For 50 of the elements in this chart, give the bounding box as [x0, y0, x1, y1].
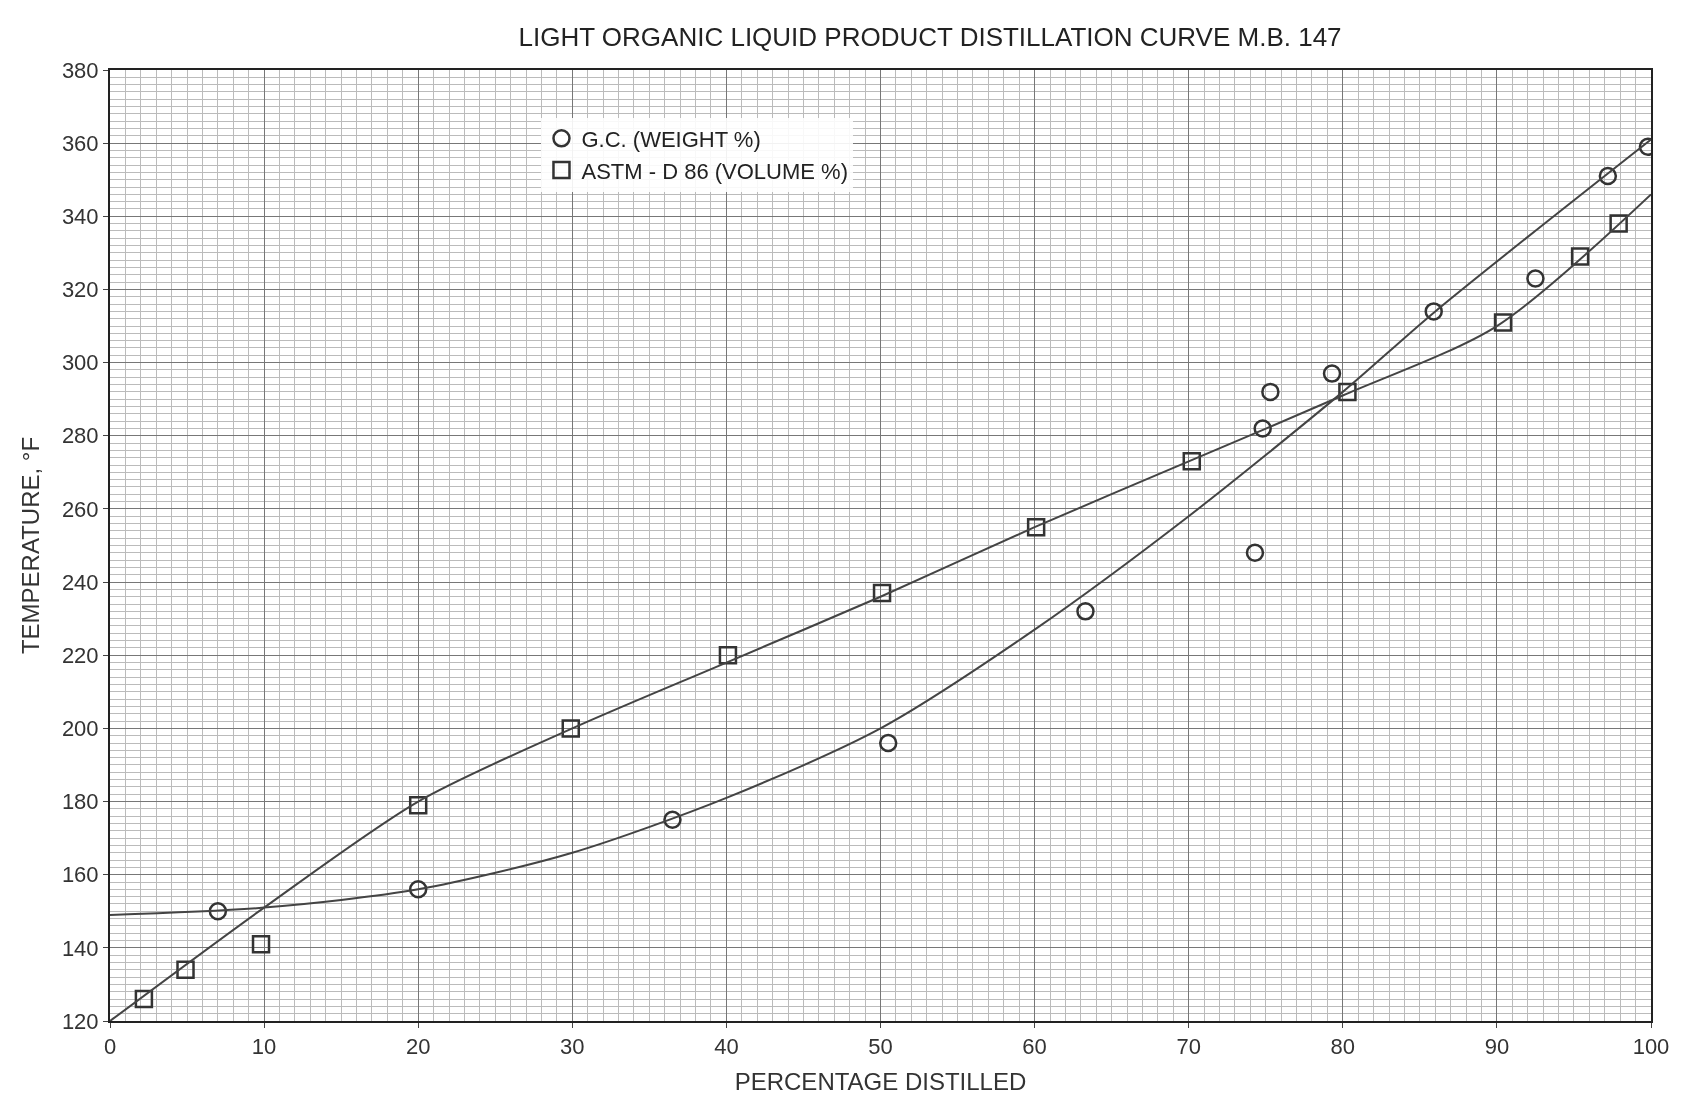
point [561, 719, 581, 738]
y-tick-label: 300 [61, 350, 99, 376]
chart-title: LIGHT ORGANIC LIQUID PRODUCT DISTILLATION CURVE M.B. 147 [518, 21, 1342, 52]
y-tick-label: 120 [61, 1008, 99, 1034]
x-tick-label: 20 [405, 1034, 431, 1060]
legend-label: G.C. (WEIGHT %) [581, 126, 761, 152]
y-tick-label: 200 [61, 716, 99, 742]
legend-label: ASTM - D 86 (VOLUME %) [581, 158, 848, 184]
point [1493, 313, 1513, 332]
y-tick-label: 280 [61, 423, 99, 449]
y-tick-label: 340 [61, 204, 99, 230]
point [878, 733, 898, 753]
x-tick-label: 50 [868, 1034, 893, 1060]
x-axis-title: PERCENTAGE DISTILLED [734, 1068, 1027, 1096]
point [1526, 269, 1545, 288]
point [1026, 517, 1046, 537]
point [134, 989, 154, 1009]
x-tick-label: 0 [103, 1034, 117, 1060]
point [1609, 214, 1628, 233]
point [208, 902, 228, 921]
x-tick-label: 60 [1022, 1034, 1047, 1060]
y-tick-label: 260 [61, 496, 99, 522]
y-tick-label: 360 [61, 130, 99, 156]
point [1570, 247, 1590, 266]
point [1076, 602, 1095, 621]
x-tick-label: 70 [1176, 1034, 1201, 1060]
point [1598, 166, 1618, 186]
x-tick-label: 10 [251, 1034, 277, 1060]
point [663, 810, 682, 830]
y-tick-label: 240 [61, 569, 99, 595]
y-axis-title: TEMPERATURE, °F [17, 436, 45, 655]
y-tick-label: 220 [61, 642, 99, 668]
point [1322, 364, 1342, 383]
y-tick-label: 320 [61, 277, 99, 303]
point [872, 583, 892, 603]
x-tick-label: 80 [1330, 1034, 1356, 1060]
x-tick-label: 40 [714, 1034, 739, 1060]
y-tick-label: 380 [61, 57, 99, 83]
point [176, 960, 195, 980]
point [1261, 382, 1280, 402]
x-tick-label: 30 [560, 1034, 585, 1060]
point [251, 934, 271, 954]
point [1424, 302, 1443, 321]
x-tick-label: 90 [1484, 1034, 1510, 1060]
y-tick-label: 180 [61, 789, 99, 815]
y-tick-label: 160 [61, 862, 99, 888]
y-tick-label: 140 [61, 935, 99, 961]
point [1245, 543, 1265, 563]
x-tick-label: 100 [1632, 1034, 1670, 1060]
point [408, 880, 428, 899]
